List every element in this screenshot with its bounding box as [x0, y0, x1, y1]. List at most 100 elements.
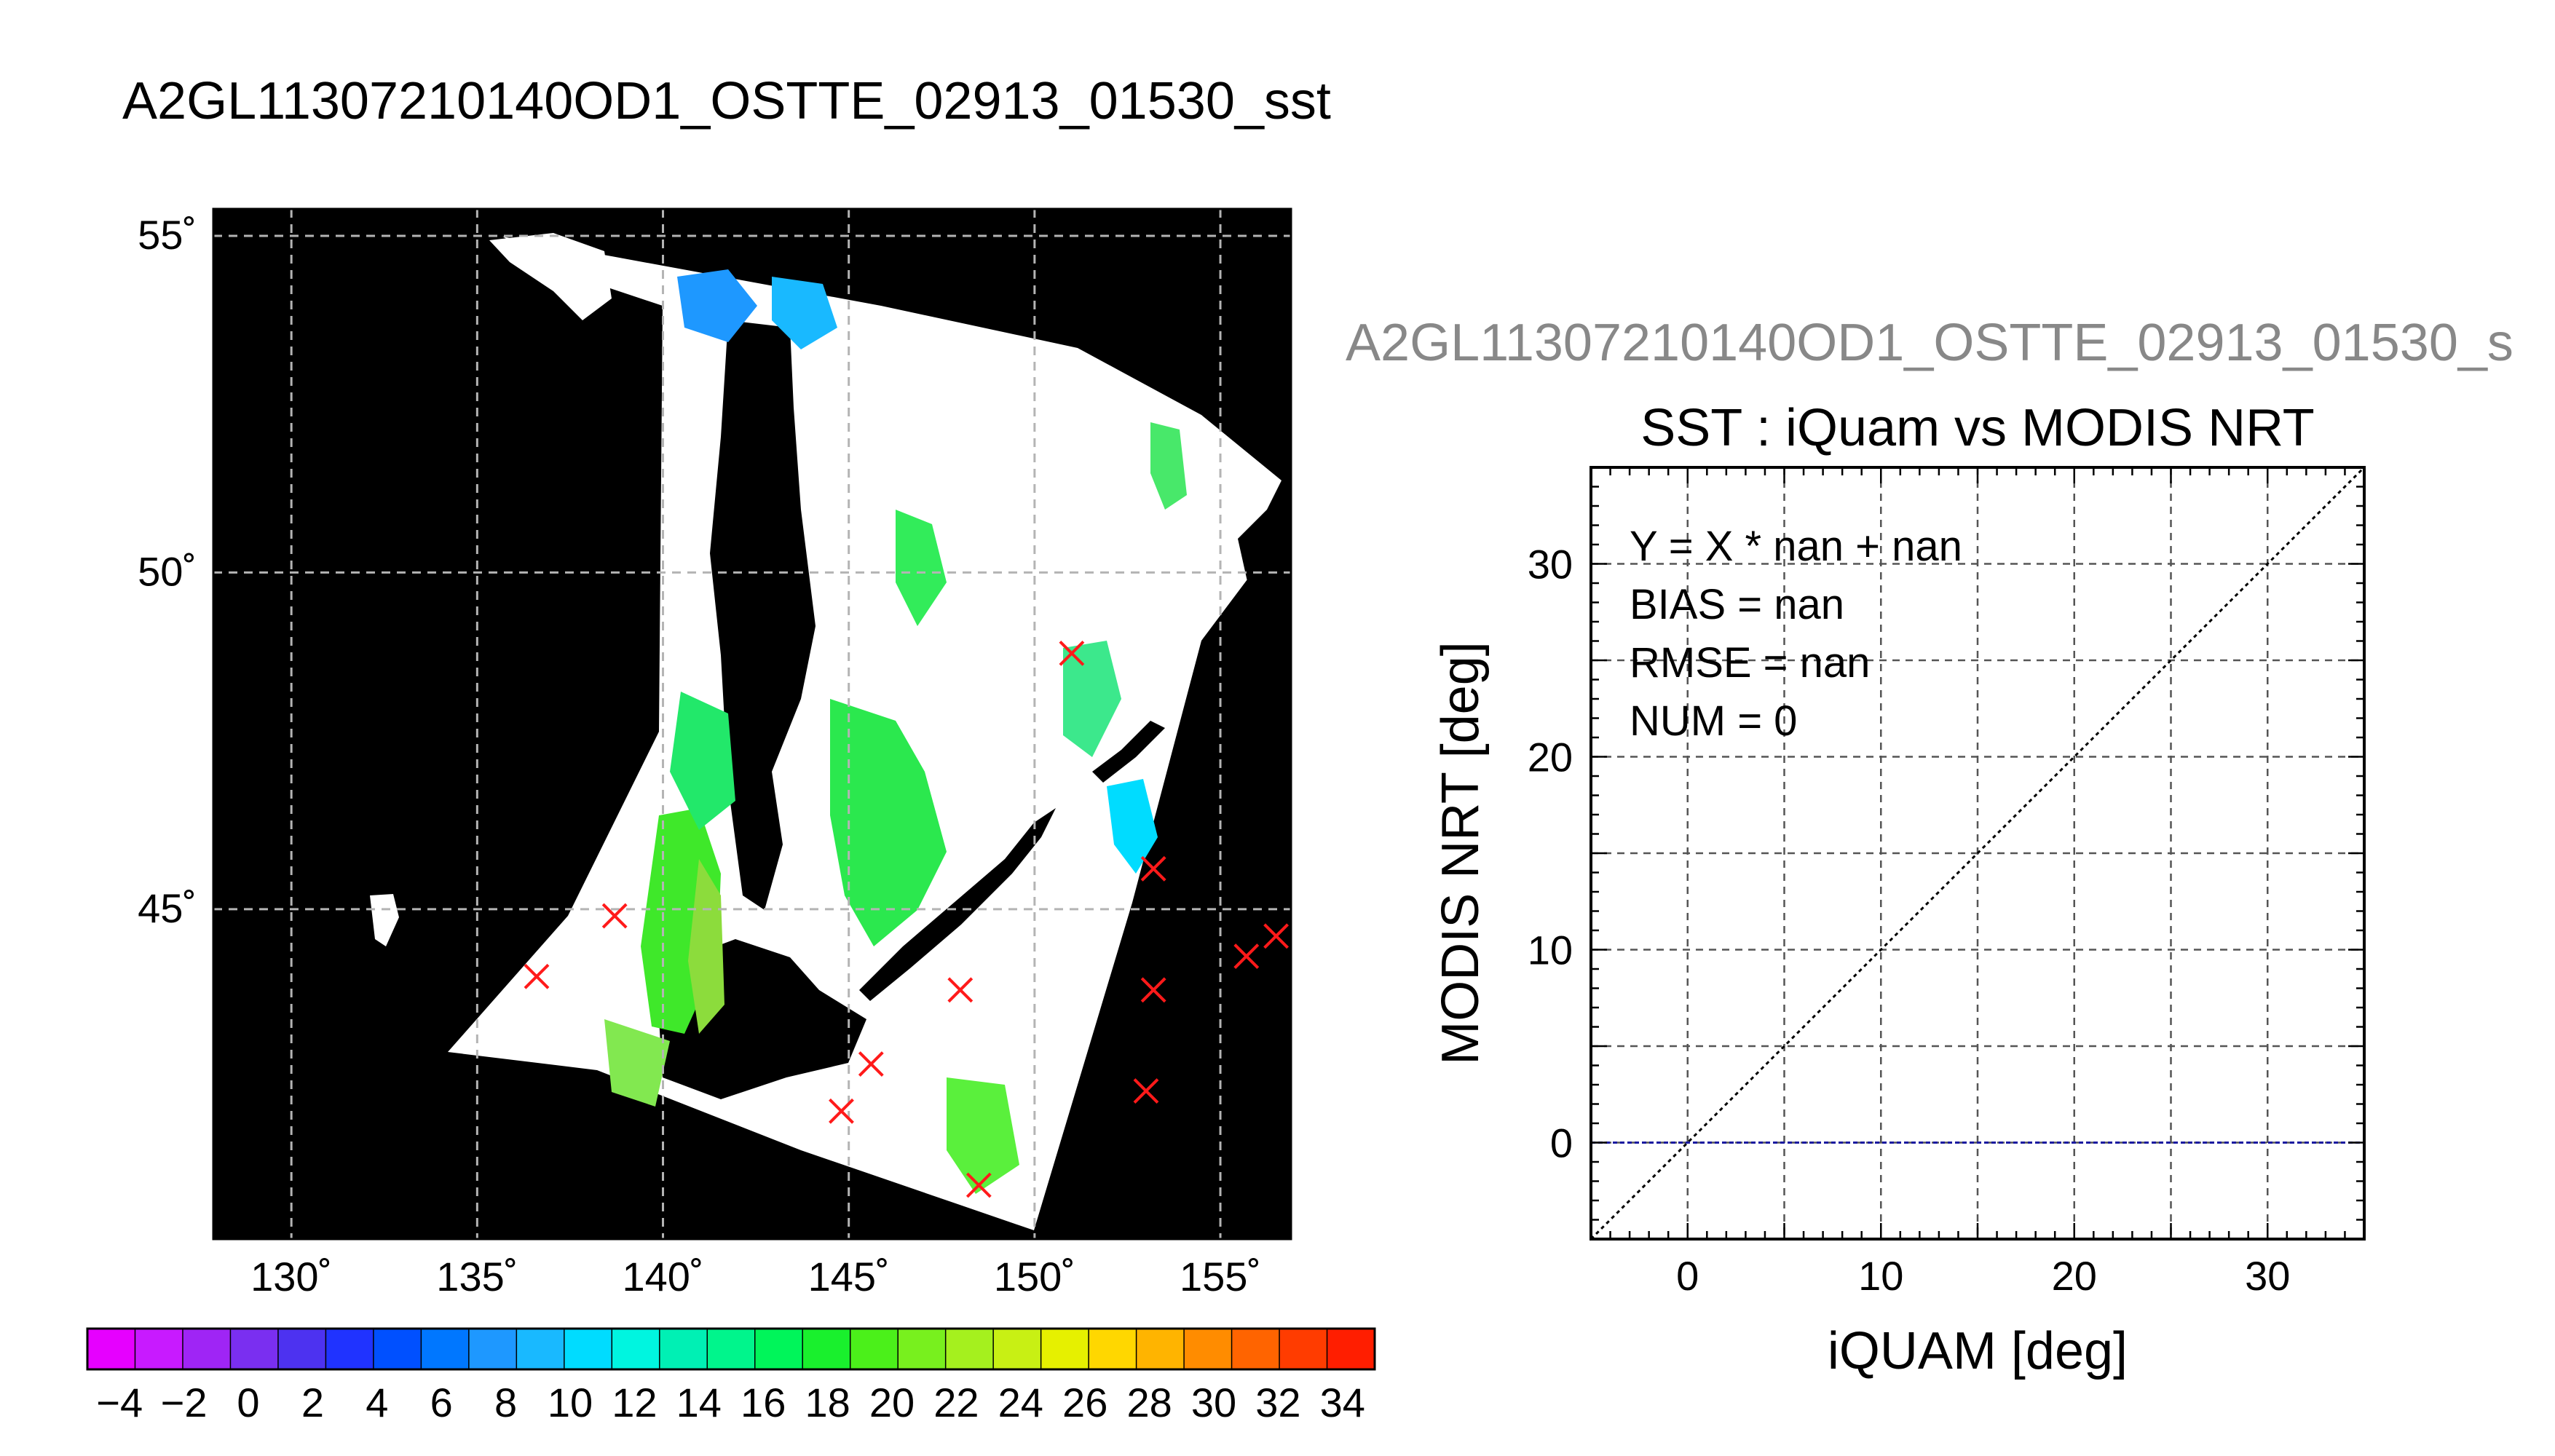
- colorbar-cell: [897, 1328, 947, 1370]
- sst-patch: [1150, 422, 1187, 510]
- land-kuril-north: [1092, 721, 1165, 783]
- colorbar-cell: [420, 1328, 470, 1370]
- bias-stat: BIAS = nan: [1630, 581, 1844, 628]
- scatter-x-label: iQUAM [deg]: [1828, 1322, 2128, 1380]
- sst-patch: [1063, 641, 1121, 757]
- colorbar-cell: [182, 1328, 232, 1370]
- colorbar-cell: [1279, 1328, 1328, 1370]
- map-lat-tick-label: 50˚: [138, 548, 197, 594]
- scatter-plot: A2GL11307210140OD1_OSTTE_02913_01530_s S…: [1346, 314, 2513, 1380]
- colorbar-tick-label: 32: [1255, 1380, 1300, 1425]
- colorbar-cell: [802, 1328, 851, 1370]
- land-cloud-north: [489, 233, 612, 320]
- sst-patch: [1107, 779, 1158, 874]
- colorbar-cell: [516, 1328, 566, 1370]
- colorbar-cell: [1135, 1328, 1185, 1370]
- identity-line: [1591, 467, 2364, 1239]
- scatter-annotations: Y = X * nan + nan BIAS = nan RMSE = nan …: [1630, 523, 1962, 745]
- colorbar-cell: [87, 1328, 136, 1370]
- scatter-y-tick-label: 20: [1528, 735, 1573, 780]
- scatter-y-tick-labels: 0 10 20 30: [1528, 542, 1573, 1166]
- colorbar-cell: [564, 1328, 613, 1370]
- colorbar-tick-label: −4: [96, 1380, 143, 1425]
- colorbar-cell: [849, 1328, 899, 1370]
- buoy-marker: [829, 1098, 854, 1124]
- colorbar-cell: [754, 1328, 804, 1370]
- colorbar-cell: [992, 1328, 1042, 1370]
- rmse-stat: RMSE = nan: [1630, 639, 1870, 687]
- sst-patch: [896, 510, 947, 626]
- buoy-marker: [524, 963, 550, 989]
- map-lon-tick-label: 155˚: [1180, 1254, 1261, 1299]
- scatter-frame: [1590, 466, 2366, 1241]
- page-title: A2GL11307210140OD1_OSTTE_02913_01530_sst: [122, 72, 1331, 130]
- map-lon-tick-label: 140˚: [622, 1254, 703, 1299]
- land-kamchatka: [1238, 466, 1291, 604]
- colorbar-tick-label: 14: [676, 1380, 722, 1425]
- colorbar-tick-label: 10: [548, 1380, 593, 1425]
- land-sakhalin: [710, 320, 816, 910]
- colorbar-cell: [659, 1328, 708, 1370]
- colorbar-cell: [944, 1328, 995, 1370]
- scatter-x-tick-label: 20: [2052, 1253, 2097, 1299]
- island-west: [370, 894, 399, 946]
- buoy-marker: [1140, 855, 1166, 882]
- sst-patch: [677, 269, 757, 342]
- scatter-x-tick-label: 10: [1858, 1253, 1903, 1299]
- colorbar-tick-labels: −4 −2 0 2 4 6 8 10 12 14 16 18 20 22 24 26 28 30 32 34: [96, 1380, 1365, 1425]
- scatter-title: SST : iQuam vs MODIS NRT: [1640, 399, 2315, 457]
- map-lat-tick-labels: 55˚ 50˚ 45˚: [138, 212, 197, 931]
- buoy-marker: [858, 1051, 884, 1077]
- scatter-x-tick-label: 30: [2245, 1253, 2290, 1299]
- scatter-x-tick-labels: 0 10 20 30: [1676, 1253, 2290, 1299]
- buoy-marker: [601, 903, 628, 929]
- colorbar-cell: [229, 1328, 280, 1370]
- scatter-x-tick-label: 0: [1676, 1253, 1699, 1299]
- sst-patch: [688, 859, 724, 1034]
- colorbar-cell: [134, 1328, 184, 1370]
- sst-patch: [947, 1077, 1019, 1194]
- colorbar-tick-label: 34: [1320, 1380, 1365, 1425]
- colorbar-cell: [325, 1328, 375, 1370]
- map-lat-tick-label: 45˚: [138, 885, 197, 931]
- colorbar-cell: [277, 1328, 327, 1370]
- map-frame: [212, 207, 1292, 1241]
- map-lon-tick-label: 135˚: [436, 1254, 518, 1299]
- colorbar-tick-label: 26: [1062, 1380, 1107, 1425]
- colorbar-cells: [87, 1328, 1376, 1370]
- sst-map: 130˚ 135˚ 140˚ 145˚ 150˚ 155˚ 55˚ 50˚ 45˚: [138, 207, 1292, 1299]
- map-lon-tick-label: 145˚: [808, 1254, 890, 1299]
- colorbar-cell: [1326, 1328, 1376, 1370]
- scatter-minor-ticks: [1591, 467, 2364, 1239]
- buoy-marker: [1140, 977, 1166, 1003]
- colorbar-tick-label: 6: [430, 1380, 453, 1425]
- sst-patch: [604, 1019, 670, 1107]
- scatter-y-tick-label: 0: [1550, 1120, 1573, 1166]
- sst-patch: [670, 692, 735, 830]
- colorbar: −4 −2 0 2 4 6 8 10 12 14 16 18 20 22 24 26 28 30 32 34: [86, 1327, 1376, 1425]
- colorbar-tick-label: 24: [998, 1380, 1043, 1425]
- scatter-subtitle: A2GL11307210140OD1_OSTTE_02913_01530_s: [1346, 314, 2513, 372]
- colorbar-cell: [468, 1328, 518, 1370]
- colorbar-tick-label: 18: [805, 1380, 850, 1425]
- colorbar-cell: [706, 1328, 756, 1370]
- colorbar-cell: [611, 1328, 661, 1370]
- colorbar-cell: [1231, 1328, 1281, 1370]
- buoy-marker: [1059, 640, 1085, 666]
- fit-equation: Y = X * nan + nan: [1630, 523, 1962, 570]
- map-markers: [524, 640, 1290, 1198]
- buoy-marker: [1233, 943, 1260, 969]
- colorbar-tick-label: 30: [1191, 1380, 1236, 1425]
- colorbar-tick-label: 28: [1126, 1380, 1172, 1425]
- map-lon-tick-labels: 130˚ 135˚ 140˚ 145˚ 150˚ 155˚: [250, 1254, 1261, 1299]
- colorbar-cell: [1040, 1328, 1090, 1370]
- scatter-y-tick-label: 10: [1528, 927, 1573, 973]
- colorbar-tick-label: 4: [366, 1380, 388, 1425]
- buoy-marker: [947, 977, 974, 1003]
- colorbar-frame: [86, 1327, 1376, 1371]
- buoy-marker: [1133, 1078, 1159, 1104]
- sst-patch: [772, 277, 837, 349]
- map-lat-tick-label: 55˚: [138, 212, 197, 258]
- map-lon-tick-label: 150˚: [994, 1254, 1075, 1299]
